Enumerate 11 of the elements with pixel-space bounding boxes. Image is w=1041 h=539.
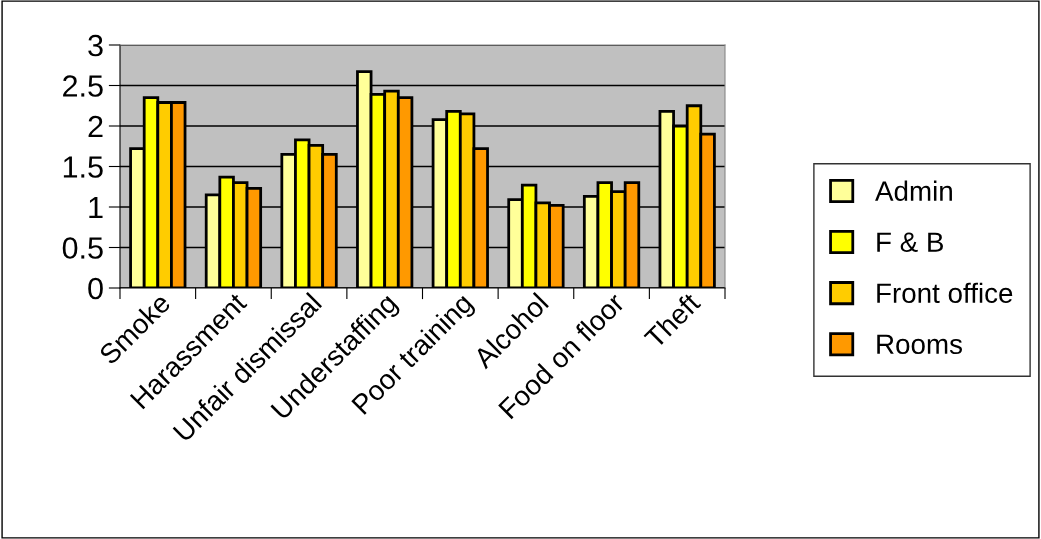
legend-label: Front office (877, 282, 1013, 304)
legend-label: Rooms (877, 334, 962, 355)
y-tick-label: 0 (88, 277, 103, 300)
legend-label: Admin (875, 180, 952, 201)
y-tick-label: 1.5 (63, 156, 103, 178)
y-tick-label: 1 (89, 197, 103, 219)
y-tick-label: 2 (88, 115, 103, 138)
y-tick-label: 3 (88, 34, 103, 57)
legend-label: F & B (877, 232, 943, 253)
y-tick-label: 0.5 (62, 237, 103, 259)
y-tick-label: 2.5 (63, 75, 103, 97)
